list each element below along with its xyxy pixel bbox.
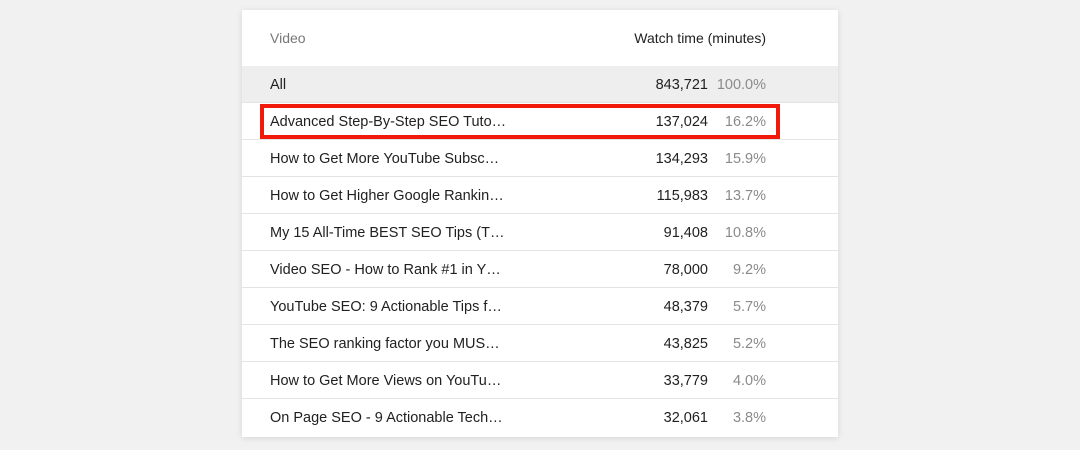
row-watch-time: 91,408 [663,225,708,241]
row-title[interactable]: The SEO ranking factor you MUS… [270,336,500,352]
table-row[interactable]: On Page SEO - 9 Actionable Tech… 32,061 … [242,399,838,436]
row-title[interactable]: On Page SEO - 9 Actionable Tech… [270,410,503,426]
row-watch-time: 48,379 [663,299,708,315]
watch-time-table-card: Video Watch time (minutes) All 843,721 1… [242,10,838,437]
row-watch-time: 33,779 [663,373,708,389]
row-percent: 3.8% [732,410,766,426]
table-row[interactable]: How to Get More Views on YouTu… 33,779 4… [242,362,838,399]
table-row[interactable]: YouTube SEO: 9 Actionable Tips f… 48,379… [242,288,838,325]
row-percent: 15.9% [724,151,766,167]
row-title[interactable]: Advanced Step-By-Step SEO Tuto… [270,114,507,130]
row-percent: 13.7% [724,188,766,204]
table-row[interactable]: How to Get Higher Google Rankin… 115,983… [242,177,838,214]
row-watch-time: 134,293 [655,151,708,167]
table-row-total[interactable]: All 843,721 100.0% [242,66,838,103]
row-title[interactable]: How to Get More YouTube Subsc… [270,151,500,167]
table-row[interactable]: My 15 All-Time BEST SEO Tips (T… 91,408 … [242,214,838,251]
row-title[interactable]: How to Get Higher Google Rankin… [270,188,504,204]
column-header-watch-time[interactable]: Watch time (minutes) [634,30,766,46]
table-header: Video Watch time (minutes) [242,10,838,67]
row-watch-time: 115,983 [656,188,708,204]
row-watch-time: 78,000 [663,262,708,278]
row-percent: 100.0% [716,77,766,93]
row-watch-time: 843,721 [655,77,708,93]
row-title: All [270,77,287,93]
table-row[interactable]: Advanced Step-By-Step SEO Tuto… 137,024 … [242,103,838,140]
table-body: All 843,721 100.0% Advanced Step-By-Step… [242,66,838,436]
row-percent: 10.8% [724,225,766,241]
row-title[interactable]: Video SEO - How to Rank #1 in Y… [270,262,501,278]
row-watch-time: 137,024 [655,114,708,130]
row-title[interactable]: My 15 All-Time BEST SEO Tips (T… [270,225,505,241]
table-row[interactable]: Video SEO - How to Rank #1 in Y… 78,000 … [242,251,838,288]
row-title[interactable]: How to Get More Views on YouTu… [270,373,502,389]
row-watch-time: 32,061 [663,410,708,426]
row-percent: 5.7% [732,299,766,315]
row-percent: 4.0% [732,373,766,389]
table-row[interactable]: The SEO ranking factor you MUS… 43,825 5… [242,325,838,362]
row-title[interactable]: YouTube SEO: 9 Actionable Tips f… [270,299,502,315]
row-watch-time: 43,825 [663,336,708,352]
column-header-video[interactable]: Video [270,30,306,46]
row-percent: 9.2% [732,262,766,278]
row-percent: 5.2% [732,336,766,352]
table-row[interactable]: How to Get More YouTube Subsc… 134,293 1… [242,140,838,177]
row-percent: 16.2% [724,114,766,130]
